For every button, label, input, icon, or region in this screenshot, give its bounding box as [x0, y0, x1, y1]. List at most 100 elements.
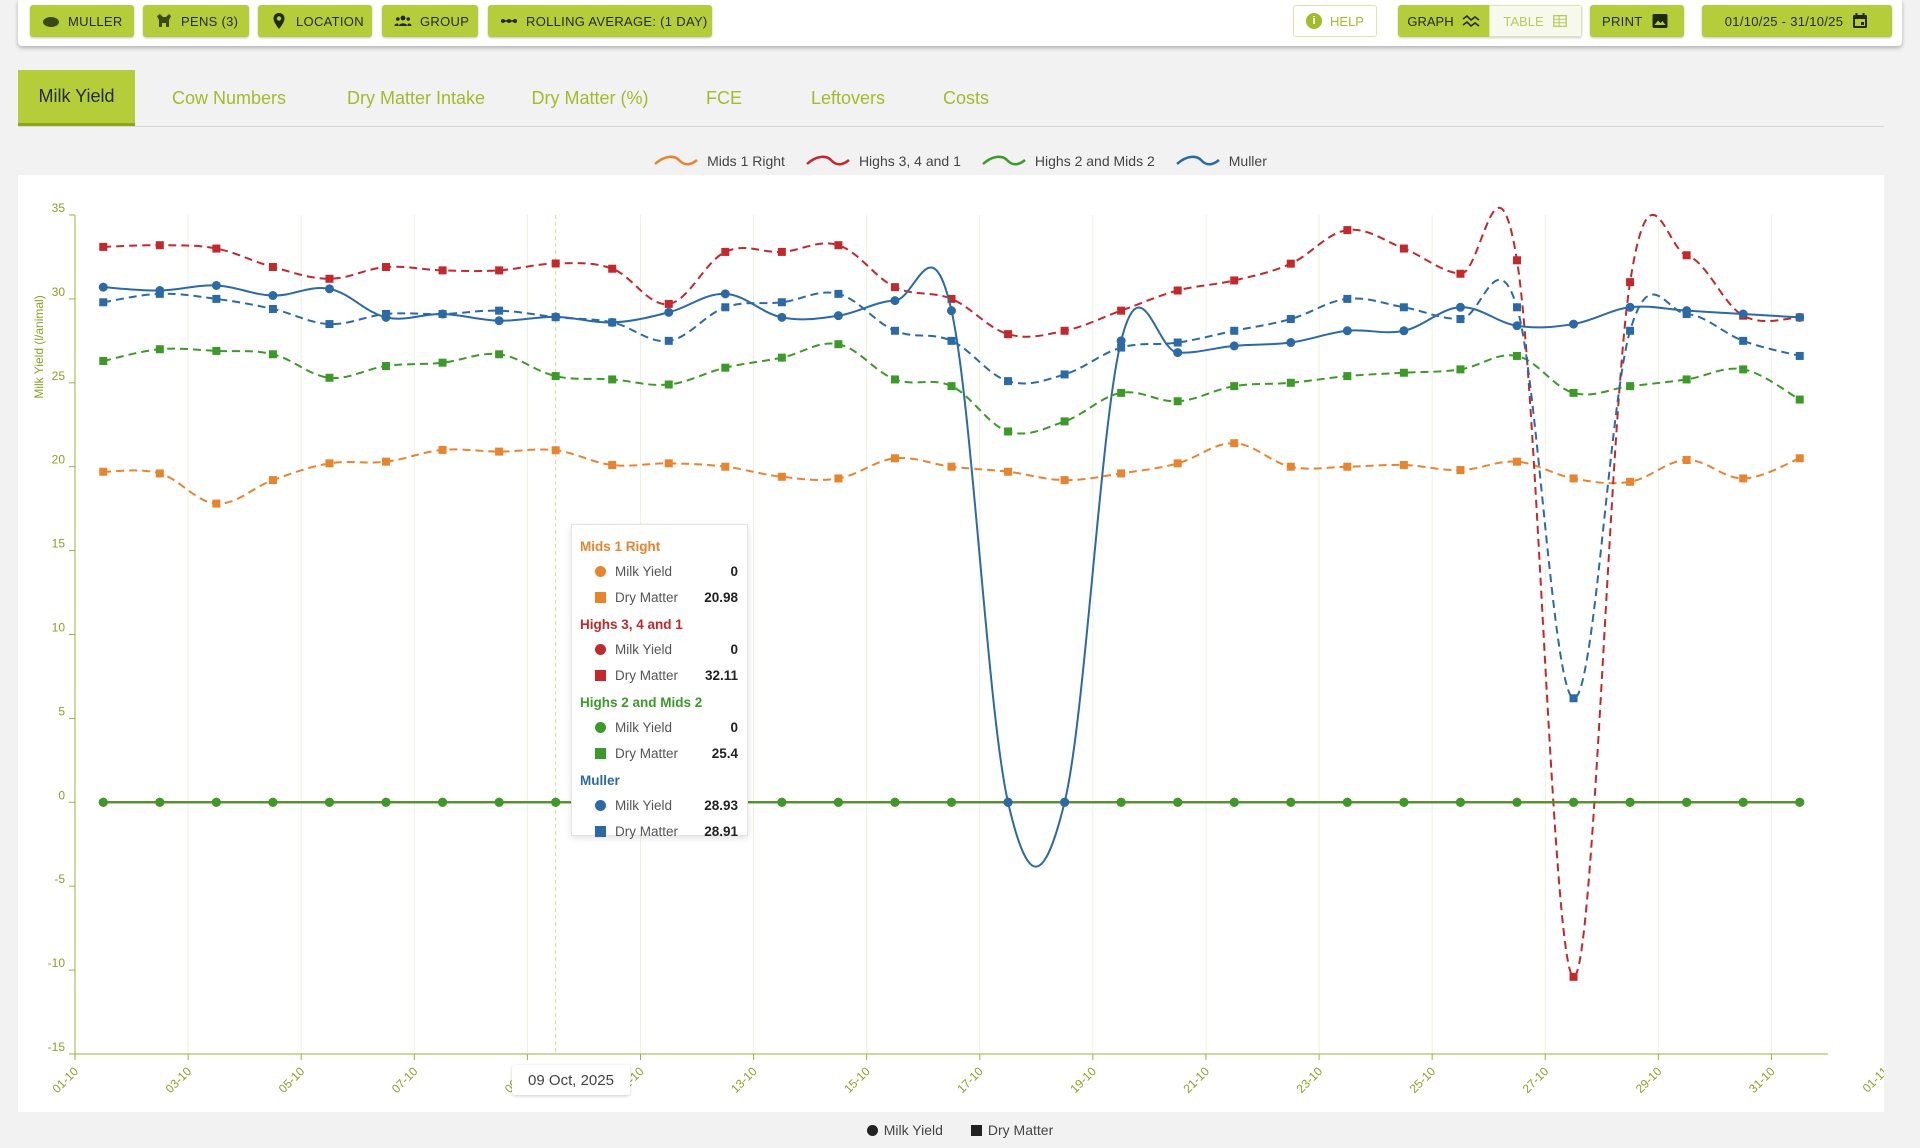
rolling-average-button[interactable]: ROLLING AVERAGE: (1 DAY): [488, 5, 712, 37]
tooltip-row-label: Dry Matter: [615, 667, 679, 683]
pens-label: PENS (3): [181, 13, 239, 29]
tab-leftovers[interactable]: Leftovers: [788, 70, 908, 126]
data-point-highs-2-and-mids-2-dry-matter: [721, 363, 730, 372]
tooltip-row-value: 25.4: [711, 745, 738, 761]
data-point-highs-2-and-mids-2-milk-yield: [777, 797, 787, 807]
group-button[interactable]: GROUP: [382, 5, 478, 37]
x-tick-label: 23-10: [1294, 1064, 1326, 1096]
data-point-muller-milk-yield: [155, 286, 165, 296]
data-point-highs-2-and-mids-2-dry-matter: [155, 345, 164, 354]
legend-item-milk-yield[interactable]: Milk Yield: [866, 1122, 943, 1138]
data-point-highs-2-and-mids-2-dry-matter: [438, 358, 447, 367]
tab-dry-matter-intake[interactable]: Dry Matter Intake: [324, 70, 508, 126]
data-point-muller-dry-matter: [777, 298, 786, 307]
data-point-muller-milk-yield: [1569, 319, 1579, 329]
legend-item-mids-1-right[interactable]: Mids 1 Right: [653, 150, 785, 172]
legend-label: Mids 1 Right: [707, 153, 785, 169]
date-range-button[interactable]: 01/10/25 - 31/10/25: [1702, 5, 1892, 37]
cloud-icon: [43, 17, 59, 27]
data-point-muller-dry-matter: [1230, 326, 1239, 335]
measure-legend: Milk Yield Dry Matter: [0, 1122, 1920, 1138]
location-button[interactable]: LOCATION: [258, 5, 372, 37]
farm-select-button[interactable]: MULLER: [30, 5, 134, 37]
rolling-average-label: ROLLING AVERAGE: (1 DAY): [526, 13, 708, 29]
pens-button[interactable]: PENS (3): [143, 5, 249, 37]
tab-costs[interactable]: Costs: [918, 70, 1014, 126]
tooltip-row-value: 28.93: [704, 797, 738, 813]
tooltip-row: Milk Yield 0: [580, 636, 739, 662]
square-marker-icon: [595, 825, 606, 837]
legend-item-dry-matter[interactable]: Dry Matter: [970, 1122, 1053, 1138]
legend-item-highs-3-4-1[interactable]: Highs 3, 4 and 1: [805, 150, 961, 172]
data-point-highs-3-4-and-1-dry-matter: [664, 299, 673, 308]
data-point-highs-3-4-and-1-dry-matter: [1173, 286, 1182, 295]
data-point-highs-2-and-mids-2-dry-matter: [212, 346, 221, 355]
line-chart-icon: [1462, 14, 1480, 28]
data-point-highs-2-and-mids-2-milk-yield: [1455, 797, 1465, 807]
tab-fce[interactable]: FCE: [686, 70, 762, 126]
graph-toggle-button[interactable]: GRAPH: [1398, 5, 1489, 37]
data-point-mids-1-right-dry-matter: [1230, 439, 1239, 448]
data-point-mids-1-right-dry-matter: [1286, 462, 1295, 471]
tab-label: Milk Yield: [38, 86, 115, 106]
data-point-highs-2-and-mids-2-milk-yield: [211, 797, 221, 807]
data-point-highs-2-and-mids-2-dry-matter: [947, 382, 956, 391]
x-tick-label: 31-10: [1746, 1064, 1778, 1096]
legend-item-muller[interactable]: Muller: [1175, 150, 1267, 172]
data-point-mids-1-right-dry-matter: [1626, 477, 1635, 486]
data-point-muller-milk-yield: [1399, 326, 1409, 336]
data-point-highs-3-4-and-1-dry-matter: [551, 259, 560, 268]
circle-marker-icon: [866, 1124, 878, 1136]
data-point-muller-milk-yield: [1173, 348, 1183, 358]
data-point-highs-2-and-mids-2-milk-yield: [1342, 797, 1352, 807]
print-button[interactable]: PRINT: [1590, 5, 1684, 37]
data-point-mids-1-right-dry-matter: [1456, 466, 1465, 475]
data-point-mids-1-right-dry-matter: [1569, 474, 1578, 483]
table-toggle-button[interactable]: TABLE: [1489, 5, 1582, 37]
milk-yield-chart[interactable]: 35 30 25 20 15 10 5 0 -5 -10 -15 Milk Yield (l/anim…: [18, 175, 1884, 1112]
tooltip-row-value: 32.11: [704, 667, 738, 683]
tab-milk-yield[interactable]: Milk Yield: [18, 70, 135, 126]
data-point-muller-dry-matter: [721, 303, 730, 312]
data-point-highs-2-and-mids-2-dry-matter: [834, 340, 843, 349]
legend-label: Highs 2 and Mids 2: [1034, 153, 1155, 169]
tooltip-group-title: Muller: [580, 773, 620, 788]
data-point-muller-milk-yield: [1229, 341, 1239, 351]
date-range-label: 01/10/25 - 31/10/25: [1724, 13, 1844, 29]
data-point-highs-2-and-mids-2-milk-yield: [1229, 797, 1239, 807]
data-point-highs-3-4-and-1-dry-matter: [1456, 269, 1465, 278]
data-point-muller-dry-matter: [1286, 315, 1295, 324]
data-point-highs-2-and-mids-2-dry-matter: [495, 350, 504, 359]
data-point-highs-3-4-and-1-dry-matter: [1399, 244, 1408, 253]
data-point-highs-2-and-mids-2-dry-matter: [551, 372, 560, 381]
tooltip-row-label: Milk Yield: [615, 797, 673, 813]
data-point-mids-1-right-dry-matter: [777, 472, 786, 481]
data-point-highs-2-and-mids-2-dry-matter: [1682, 375, 1691, 384]
circle-marker-icon: [595, 565, 606, 577]
help-button[interactable]: i HELP: [1293, 5, 1377, 37]
help-label: HELP: [1330, 13, 1364, 29]
data-point-highs-2-and-mids-2-dry-matter: [325, 373, 334, 382]
data-point-highs-3-4-and-1-dry-matter: [1682, 251, 1691, 260]
data-point-highs-2-and-mids-2-milk-yield: [98, 797, 108, 807]
data-point-highs-2-and-mids-2-milk-yield: [947, 797, 956, 807]
data-point-muller-milk-yield: [1738, 309, 1748, 319]
y-tick-label: -10: [48, 956, 66, 970]
data-point-highs-3-4-and-1-dry-matter: [1286, 259, 1295, 268]
data-point-mids-1-right-dry-matter: [99, 467, 108, 476]
print-label: PRINT: [1602, 13, 1643, 29]
tooltip-row: Milk Yield 0: [580, 714, 739, 740]
data-point-highs-2-and-mids-2-milk-yield: [1173, 797, 1183, 807]
tooltip-row-label: Milk Yield: [615, 563, 673, 579]
data-point-highs-2-and-mids-2-dry-matter: [1343, 372, 1352, 381]
tooltip-row: Dry Matter 32.11: [580, 662, 739, 688]
data-point-highs-2-and-mids-2-dry-matter: [1117, 388, 1126, 397]
x-tick-label: 01-11: [1860, 1064, 1884, 1095]
circle-marker-icon: [595, 721, 606, 733]
legend-item-highs-2-mids-2[interactable]: Highs 2 and Mids 2: [981, 150, 1155, 172]
tab-dry-matter-percent[interactable]: Dry Matter (%): [518, 70, 662, 126]
tab-cow-numbers[interactable]: Cow Numbers: [145, 70, 313, 126]
data-point-highs-2-and-mids-2-dry-matter: [99, 356, 108, 365]
x-tick-label: 05-10: [276, 1064, 308, 1096]
data-point-highs-3-4-and-1-dry-matter: [268, 263, 277, 272]
